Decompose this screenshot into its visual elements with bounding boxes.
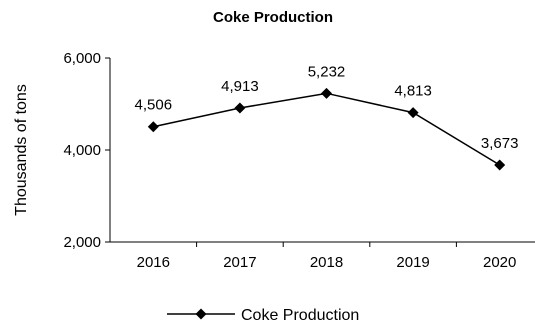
- data-point: [147, 121, 159, 133]
- series-group: [147, 87, 506, 171]
- y-axis-label: Thousands of tons: [13, 84, 30, 216]
- x-tick-label: 2017: [223, 254, 256, 271]
- y-tick-label: 2,000: [63, 234, 101, 251]
- axes: [109, 58, 535, 243]
- data-label: 4,813: [394, 83, 432, 100]
- legend: Coke Production: [167, 307, 359, 324]
- chart-title: Coke Production: [213, 9, 333, 26]
- series-line: [153, 92, 501, 166]
- data-point: [321, 87, 332, 99]
- x-tick-label: 2019: [396, 254, 429, 271]
- data-point: [234, 102, 246, 114]
- data-label: 4,506: [135, 97, 173, 114]
- y-ticks: 2,000 4,000 6,000: [63, 50, 110, 251]
- x-ticks: 2016 2017 2018 2019 2020: [137, 242, 516, 271]
- data-point: [407, 107, 419, 119]
- legend-marker: [195, 308, 207, 320]
- data-label: 4,913: [221, 78, 259, 95]
- x-tick-label: 2018: [310, 254, 343, 271]
- data-point: [494, 159, 506, 171]
- x-tick-label: 2016: [137, 254, 170, 271]
- y-tick-label: 4,000: [63, 142, 101, 159]
- data-label: 5,232: [308, 63, 346, 80]
- legend-label: Coke Production: [241, 307, 359, 324]
- data-label: 3,673: [481, 135, 519, 152]
- y-tick-label: 6,000: [63, 50, 101, 67]
- x-tick-label: 2020: [483, 254, 516, 271]
- data-labels: 4,506 4,913 5,232 4,813 3,673: [135, 63, 519, 152]
